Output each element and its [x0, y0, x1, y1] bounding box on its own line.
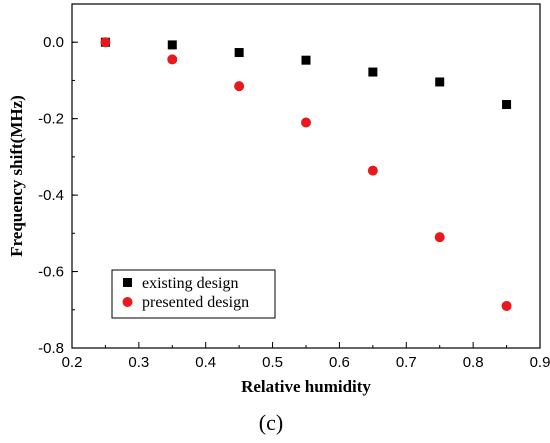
y-tick-label: -0.6	[38, 264, 64, 281]
y-tick-label: -0.4	[38, 187, 64, 204]
existing-design-point	[234, 48, 244, 58]
presented-design-point	[100, 37, 111, 48]
presented-design-point	[167, 54, 178, 65]
x-tick-label: 0.9	[530, 354, 550, 371]
legend-box	[111, 269, 276, 319]
y-tick-label: 0.0	[43, 34, 64, 51]
x-tick-label: 0.4	[195, 354, 216, 371]
existing-design-point	[167, 40, 177, 50]
x-tick-label: 0.3	[128, 354, 149, 371]
legend: existing design presented design	[111, 269, 276, 319]
y-tick-label: -0.2	[38, 111, 64, 128]
presented-design-point	[234, 81, 245, 92]
x-axis: 0.2 0.3 0.4 0.5 0.6 0.7 0.8 0.9	[62, 342, 550, 371]
legend-label-presented-design: presented design	[142, 294, 249, 311]
existing-design-point	[502, 100, 512, 110]
y-axis: 0.0 -0.2 -0.4 -0.6 -0.8	[38, 3, 78, 357]
existing-design-point	[368, 67, 378, 77]
panel-label: (c)	[259, 410, 283, 435]
presented-design-point	[501, 300, 512, 311]
x-tick-label: 0.8	[463, 354, 484, 371]
y-axis-title: Frequency shift(MHz)	[7, 95, 26, 257]
legend-label-existing-design: existing design	[142, 275, 238, 292]
legend-marker-existing-design	[123, 278, 132, 287]
x-tick-label: 0.7	[396, 354, 417, 371]
x-tick-label: 0.2	[62, 354, 83, 371]
existing-design-point	[435, 77, 445, 87]
presented-design-point	[367, 165, 378, 176]
x-tick-label: 0.5	[262, 354, 283, 371]
y-tick-label: -0.8	[38, 340, 64, 357]
x-axis-title: Relative humidity	[241, 377, 371, 396]
presented-design-point	[434, 232, 445, 243]
data-markers	[100, 37, 512, 311]
legend-marker-presented-design	[122, 297, 133, 307]
x-tick-label: 0.6	[329, 354, 350, 371]
presented-design-point	[301, 117, 311, 128]
existing-design-point	[301, 55, 311, 65]
